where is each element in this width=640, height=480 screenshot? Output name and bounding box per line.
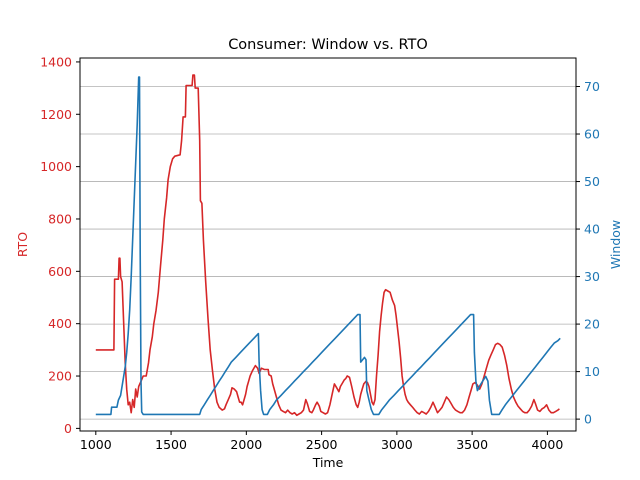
x-tick-label: 2000 bbox=[230, 437, 262, 452]
left-y-axis-title: RTO bbox=[15, 232, 30, 257]
x-tick-label: 3000 bbox=[381, 437, 413, 452]
x-tick-label: 1500 bbox=[155, 437, 187, 452]
left-y-tick-label: 600 bbox=[48, 264, 72, 279]
left-y-tick-label: 0 bbox=[64, 421, 72, 436]
left-y-tick-label: 1000 bbox=[40, 159, 72, 174]
right-y-tick-label: 40 bbox=[584, 222, 600, 237]
x-tick-label: 2500 bbox=[306, 437, 338, 452]
window-series-line bbox=[95, 76, 561, 416]
right-y-tick-label: 0 bbox=[584, 412, 592, 427]
right-y-tick-label: 70 bbox=[584, 79, 600, 94]
left-y-tick-label: 800 bbox=[48, 211, 72, 226]
right-y-tick-label: 20 bbox=[584, 317, 600, 332]
left-y-tick-label: 200 bbox=[48, 369, 72, 384]
chart-title: Consumer: Window vs. RTO bbox=[228, 37, 428, 53]
left-y-tick-label: 400 bbox=[48, 316, 72, 331]
right-y-axis-title: Window bbox=[608, 220, 623, 269]
right-y-axis: 0 10 20 30 40 50 60 70 bbox=[576, 79, 600, 427]
right-y-tick-label: 10 bbox=[584, 364, 600, 379]
right-y-tick-label: 60 bbox=[584, 127, 600, 142]
plot-frame bbox=[79, 57, 577, 432]
left-y-tick-label: 1200 bbox=[40, 107, 72, 122]
x-tick-label: 1000 bbox=[80, 437, 112, 452]
right-y-tick-label: 50 bbox=[584, 174, 600, 189]
left-y-tick-label: 1400 bbox=[40, 54, 72, 69]
x-tick-label: 4000 bbox=[531, 437, 563, 452]
x-axis-title: Time bbox=[312, 455, 344, 470]
grid bbox=[80, 86, 576, 420]
x-tick-label: 3500 bbox=[456, 437, 488, 452]
right-y-tick-label: 30 bbox=[584, 269, 600, 284]
series-layer bbox=[95, 74, 561, 417]
left-y-axis: 0 200 400 600 800 1000 1200 1400 bbox=[40, 54, 80, 436]
x-axis: 1000 1500 2000 2500 3000 3500 4000 bbox=[80, 431, 563, 452]
